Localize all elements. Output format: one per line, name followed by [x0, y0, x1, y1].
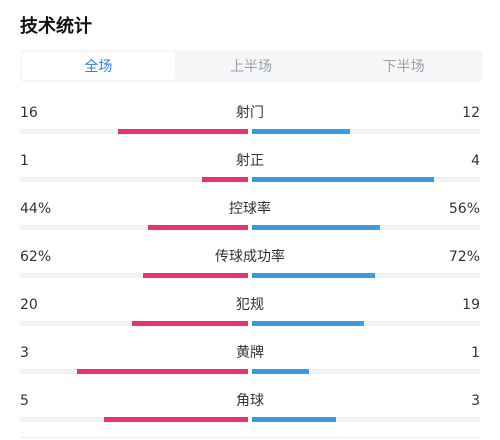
home-bar-track: [20, 369, 248, 374]
home-value: 62%: [20, 249, 52, 265]
home-value: 3: [20, 345, 29, 361]
home-value: 1: [20, 153, 29, 169]
away-value: 72%: [448, 249, 480, 265]
stat-label: 射正: [236, 153, 264, 169]
away-value: 12: [462, 105, 480, 121]
home-bar: [77, 369, 248, 374]
home-bar-track: [20, 129, 248, 134]
stat-label: 传球成功率: [215, 249, 285, 265]
away-bar: [252, 225, 380, 230]
away-value: 19: [462, 297, 480, 313]
away-value: 3: [471, 393, 480, 409]
stat-label: 黄牌: [236, 345, 264, 361]
home-bar-track: [20, 273, 248, 278]
stat-row-yellow-cards: 3 黄牌 1: [0, 343, 500, 391]
home-value: 20: [20, 297, 38, 313]
home-value: 44%: [20, 201, 52, 217]
away-bar: [252, 273, 376, 278]
home-value: 5: [20, 393, 29, 409]
away-bar: [252, 369, 309, 374]
stat-row-shots: 16 射门 12: [0, 103, 500, 151]
period-tabs: 全场 上半场 下半场: [20, 50, 482, 82]
away-bar-track: [252, 369, 480, 374]
away-bar: [252, 321, 364, 326]
away-bar-track: [252, 321, 480, 326]
home-bar: [147, 225, 248, 230]
stat-label: 角球: [236, 393, 264, 409]
stat-row-shots-on-target: 1 射正 4: [0, 151, 500, 199]
away-value: 4: [471, 153, 480, 169]
stat-row-pass-accuracy: 62% 传球成功率 72%: [0, 247, 500, 295]
stat-label: 射门: [236, 105, 264, 121]
away-bar-track: [252, 273, 480, 278]
tab-second-half[interactable]: 下半场: [382, 59, 425, 75]
stat-label: 犯规: [236, 297, 264, 313]
away-bar: [252, 129, 351, 134]
home-bar: [202, 177, 248, 182]
page-title: 技术统计: [20, 16, 92, 37]
divider: [20, 437, 480, 438]
home-bar: [104, 417, 248, 422]
home-bar-track: [20, 225, 248, 230]
stat-row-corners: 5 角球 3: [0, 391, 500, 439]
tab-full-match[interactable]: 全场: [22, 52, 175, 80]
away-bar: [252, 417, 337, 422]
tab-first-half[interactable]: 上半场: [230, 59, 272, 75]
home-bar-track: [20, 321, 248, 326]
away-value: 1: [471, 345, 480, 361]
away-bar-track: [252, 129, 480, 134]
home-bar: [143, 273, 248, 278]
home-bar-track: [20, 417, 248, 422]
away-value: 56%: [448, 201, 480, 217]
stat-label: 控球率: [229, 201, 271, 217]
stat-row-possession: 44% 控球率 56%: [0, 199, 500, 247]
stat-row-fouls: 20 犯规 19: [0, 295, 500, 343]
home-bar: [131, 321, 248, 326]
home-bar-track: [20, 177, 248, 182]
home-bar: [118, 129, 248, 134]
home-value: 16: [20, 105, 38, 121]
away-bar: [252, 177, 435, 182]
away-bar-track: [252, 177, 480, 182]
away-bar-track: [252, 225, 480, 230]
away-bar-track: [252, 417, 480, 422]
